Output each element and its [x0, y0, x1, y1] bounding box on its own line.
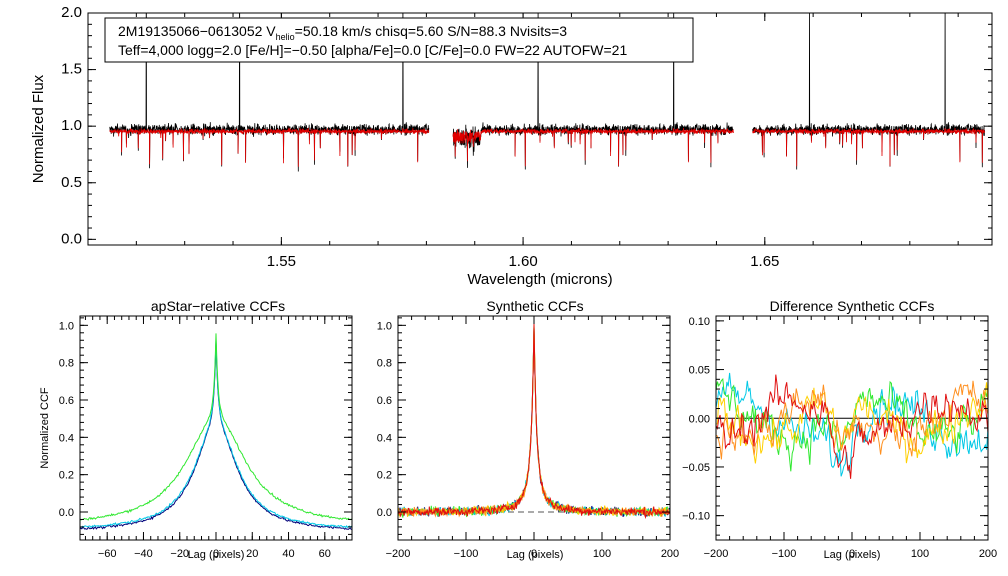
ccf-apstar-panel: apStar−relative CCFs −60 −40 −20 0 20 40 60 0.0…	[39, 298, 353, 561]
ccf-difference-panel: Difference Synthetic CCFs −200 −100 0 100 20…	[682, 298, 997, 561]
x-tick-label: −200	[386, 548, 411, 560]
ccf-apstar-series-line	[79, 339, 353, 529]
ccf-difference-ticks: −200 −100 0 100 200 −0.10 −0.05 0.00 0.05 0.10	[682, 316, 997, 560]
x-tick-label: 100	[911, 548, 929, 560]
y-tick-label: 0.00	[689, 413, 710, 425]
spectrum-model-line	[109, 127, 430, 167]
ccf-synthetic-ticks: −200 −100 0 100 200 0.0 0.2 0.4 0.6 0.8 1.0	[377, 316, 679, 560]
y-tick-label: 0.0	[61, 230, 82, 247]
ccf-difference-x-axis-label: Lag (pixels)	[824, 549, 881, 561]
spectrum-info-line1: 2M19135066−0613052 Vhelio=50.18 km/s chi…	[118, 23, 567, 42]
spectrum-panel: 1.55 1.60 1.65 0.0 0.5 1.0 1.5 2.0 Wavelength (…	[30, 4, 993, 288]
ccf-apstar-series-line	[79, 342, 353, 530]
spectrum-model-line	[452, 127, 734, 167]
ccf-synthetic-x-axis-label: Lag (pixels)	[507, 549, 564, 561]
spectrum-ticks: 1.55 1.60 1.65 0.0 0.5 1.0 1.5 2.0	[61, 4, 992, 270]
ccf-synthetic-plot-area	[397, 323, 671, 520]
x-tick-label: 0	[849, 548, 855, 560]
info-fit-stats: =50.18 km/s chisq=5.60 S/N=88.3 Nvisits=…	[295, 23, 568, 39]
x-tick-label: 100	[593, 548, 611, 560]
ccf-apstar-y-axis-label: Normalized CCF	[39, 387, 51, 469]
ccf-apstar-plot-area	[79, 333, 353, 530]
y-tick-label: 0.8	[59, 358, 74, 370]
x-tick-label: 200	[661, 548, 679, 560]
ccf-difference-series-line	[716, 382, 988, 464]
ccf-synthetic-panel: Synthetic CCFs −200 −100 0 100 200 0.0 0.2 0.4 0…	[377, 298, 679, 561]
x-tick-label: 1.60	[508, 253, 537, 270]
y-tick-label: 0.2	[377, 470, 392, 482]
ccf-apstar-series-line	[79, 333, 353, 521]
y-tick-label: 0.2	[59, 470, 74, 482]
x-tick-label: 1.55	[267, 253, 296, 270]
spectrum-model-line	[752, 127, 986, 167]
spectrum-plot-area	[109, 13, 986, 172]
x-tick-label: 0	[213, 548, 219, 560]
spectrum-y-axis-label: Normalized Flux	[30, 74, 47, 183]
y-tick-label: 0.6	[377, 395, 392, 407]
x-tick-label: −40	[134, 548, 153, 560]
y-tick-label: 0.4	[377, 432, 392, 444]
spectrum-observed-line	[752, 13, 986, 170]
y-tick-label: 0.05	[689, 365, 710, 377]
y-tick-label: 0.5	[61, 174, 82, 191]
y-tick-label: 0.6	[59, 395, 74, 407]
x-tick-label: −100	[454, 548, 479, 560]
y-tick-label: 1.0	[377, 320, 392, 332]
y-tick-label: 0.0	[59, 507, 74, 519]
y-tick-label: 1.0	[61, 117, 82, 134]
info-star-id: 2M19135066−0613052 V	[118, 23, 276, 39]
x-tick-label: 200	[979, 548, 997, 560]
ccf-synthetic-series-line	[397, 323, 670, 520]
y-tick-label: 0.4	[59, 432, 74, 444]
y-tick-label: −0.05	[682, 462, 710, 474]
ccf-apstar-title: apStar−relative CCFs	[151, 298, 285, 314]
spectrum-lines	[109, 13, 986, 172]
ccf-difference-series-line	[716, 374, 988, 479]
spectrum-axes-frame	[87, 12, 993, 246]
ccf-difference-plot-area	[716, 372, 988, 479]
x-tick-label: 20	[246, 548, 258, 560]
ccf-difference-title: Difference Synthetic CCFs	[770, 298, 935, 314]
y-tick-label: 0.0	[377, 507, 392, 519]
ccf-difference-lines	[716, 372, 988, 479]
ccf-synthetic-title: Synthetic CCFs	[486, 298, 583, 314]
spectrum-info-line2: Teff=4,000 logg=2.0 [Fe/H]=−0.50 [alpha/…	[118, 42, 627, 58]
ccf-synthetic-series-line	[397, 327, 671, 518]
ccf-apstar-x-axis-label: Lag (pixels)	[188, 549, 245, 561]
y-tick-label: 1.5	[61, 61, 82, 78]
info-vhelio-subscript: helio	[276, 32, 295, 42]
x-tick-label: 60	[319, 548, 331, 560]
y-tick-label: 0.8	[377, 358, 392, 370]
x-tick-label: 40	[282, 548, 294, 560]
x-tick-label: −200	[704, 548, 729, 560]
x-tick-label: −60	[98, 548, 117, 560]
x-tick-label: −100	[772, 548, 797, 560]
spectrum-info-box	[104, 17, 694, 63]
ccf-apstar-ticks: −60 −40 −20 0 20 40 60 0.0 0.2 0.4 0.6 0.8 1.0	[59, 316, 352, 560]
y-tick-label: 1.0	[59, 320, 74, 332]
y-tick-label: 0.10	[689, 316, 710, 328]
y-tick-label: −0.10	[682, 511, 710, 523]
spectrum-x-axis-label: Wavelength (microns)	[467, 271, 612, 288]
x-tick-label: −20	[170, 548, 189, 560]
y-tick-label: 2.0	[61, 4, 82, 21]
x-tick-label: 0	[531, 548, 537, 560]
x-tick-label: 1.65	[750, 253, 779, 270]
